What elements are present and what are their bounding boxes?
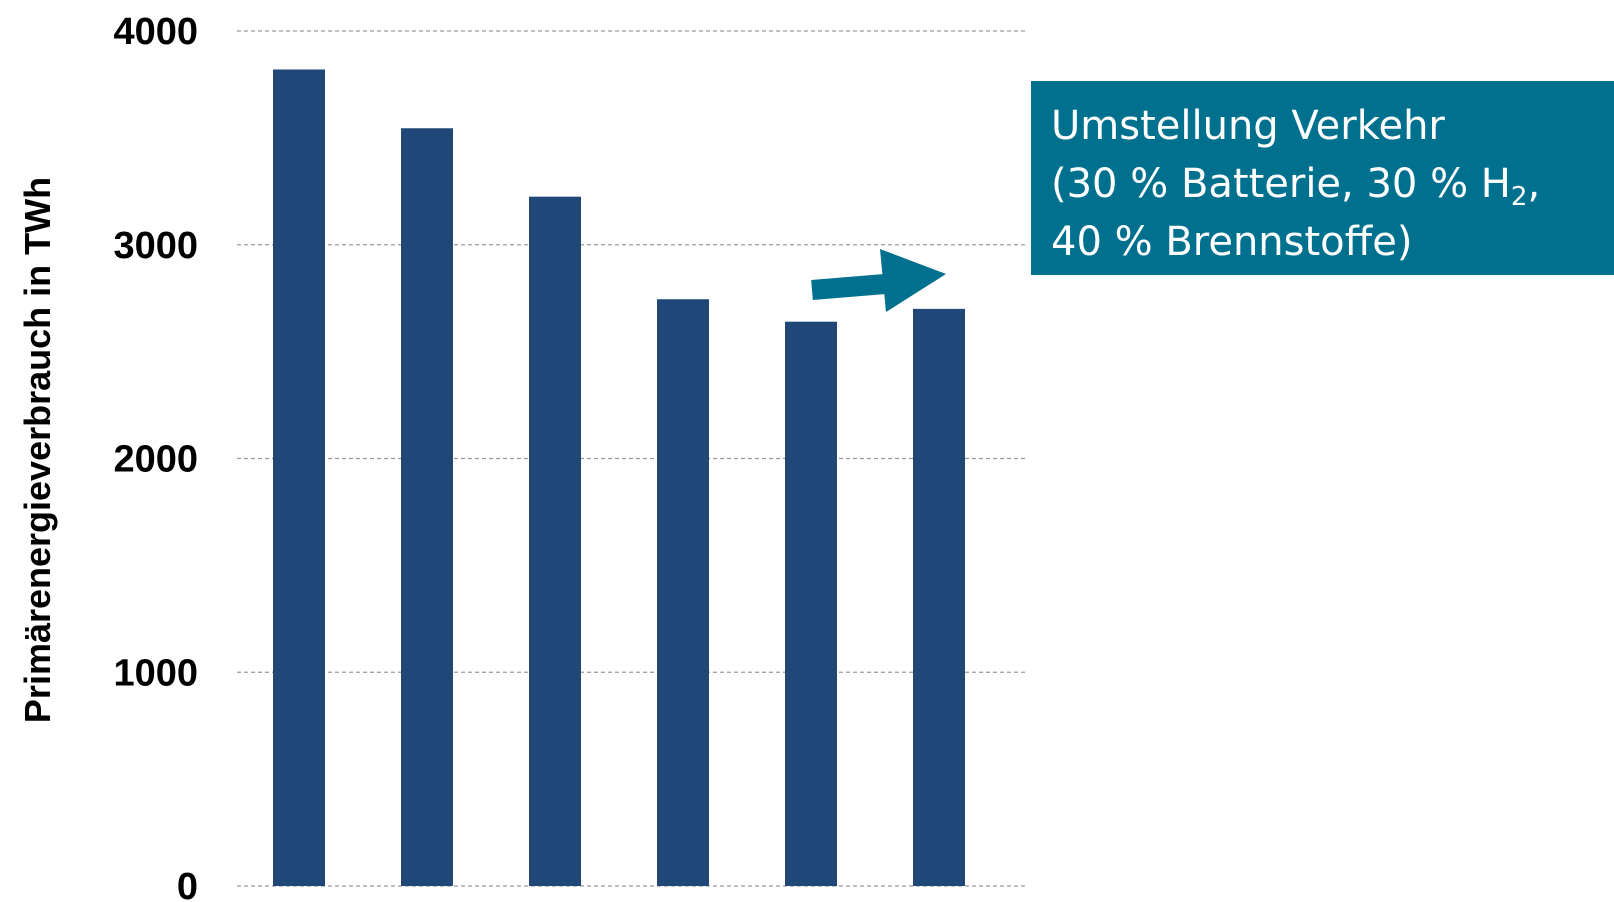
y-tick-label: 2000 xyxy=(113,439,198,481)
arrow-right-icon xyxy=(811,249,946,312)
bars xyxy=(273,69,965,887)
gridlines xyxy=(237,30,1025,887)
y-axis-ticks: 0 1000 2000 3000 4000 xyxy=(113,11,198,902)
annotation-line-2: (30 % Batterie, 30 % H2, xyxy=(1051,155,1614,213)
y-axis-label: Primärenergieverbrauch in TWh xyxy=(17,177,58,723)
bar xyxy=(529,196,581,886)
y-tick-label: 3000 xyxy=(113,225,198,267)
annotation-box: Umstellung Verkehr (30 % Batterie, 30 % … xyxy=(1031,81,1614,275)
y-tick-label: 0 xyxy=(177,866,198,902)
annotation-subscript: 2 xyxy=(1510,182,1528,212)
annotation-line-2-suffix: , xyxy=(1527,161,1541,207)
bar xyxy=(785,321,837,886)
y-tick-label: 4000 xyxy=(113,11,198,53)
y-tick-label: 1000 xyxy=(113,652,198,694)
annotation-line-3: 40 % Brennstoffe) xyxy=(1051,219,1413,265)
bar xyxy=(273,69,325,887)
bar xyxy=(657,299,709,887)
bar xyxy=(401,128,453,887)
bar xyxy=(913,308,965,886)
annotation-line-1: Umstellung Verkehr xyxy=(1051,103,1445,149)
annotation-line-2-prefix: (30 % Batterie, 30 % H xyxy=(1051,161,1511,207)
